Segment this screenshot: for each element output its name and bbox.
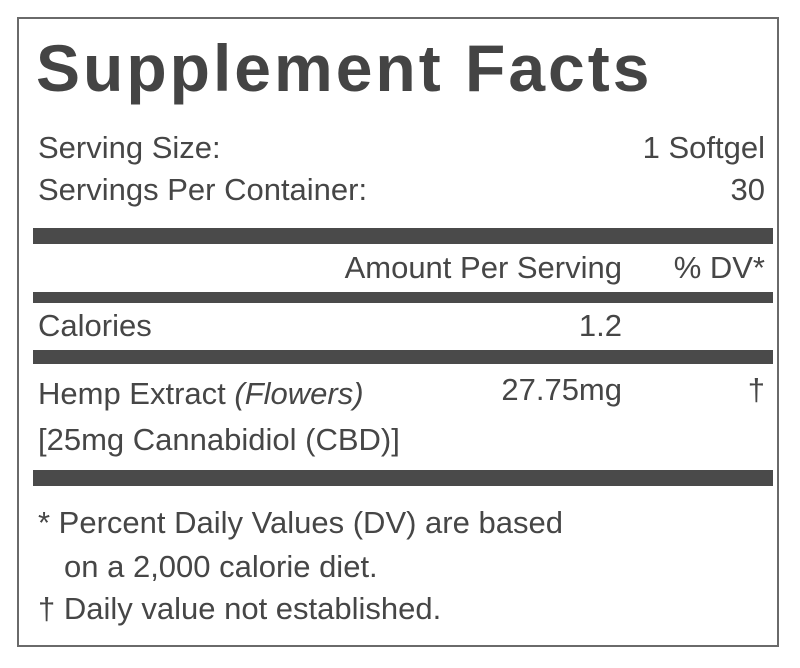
footnote: * Percent Daily Values (DV) are based (38, 505, 563, 540)
row-label: Calories (38, 308, 152, 343)
divider (33, 350, 773, 364)
title: Supplement Facts (36, 31, 653, 105)
footnote: † Daily value not established. (38, 591, 442, 626)
row-sub: [25mg Cannabidiol (CBD)] (38, 422, 400, 457)
serving-label: Servings Per Container: (38, 172, 368, 207)
row-amount: 1.2 (578, 308, 622, 343)
serving-value: 1 Softgel (642, 130, 765, 165)
dv-header: % DV* (673, 250, 765, 285)
row-label: Hemp Extract (38, 376, 226, 411)
divider (33, 228, 773, 244)
row-note: (Flowers) (234, 376, 364, 411)
label-border (17, 17, 779, 647)
row-amount: 27.75mg (501, 372, 622, 407)
footnote: on a 2,000 calorie diet. (64, 549, 378, 584)
divider (33, 292, 773, 303)
divider (33, 470, 773, 486)
serving-value: 30 (730, 172, 765, 207)
row-dv: † (747, 372, 765, 407)
amount-header: Amount Per Serving (344, 250, 622, 285)
serving-label: Serving Size: (38, 130, 221, 165)
row-label-line: Hemp Extract (Flowers) (38, 376, 364, 412)
